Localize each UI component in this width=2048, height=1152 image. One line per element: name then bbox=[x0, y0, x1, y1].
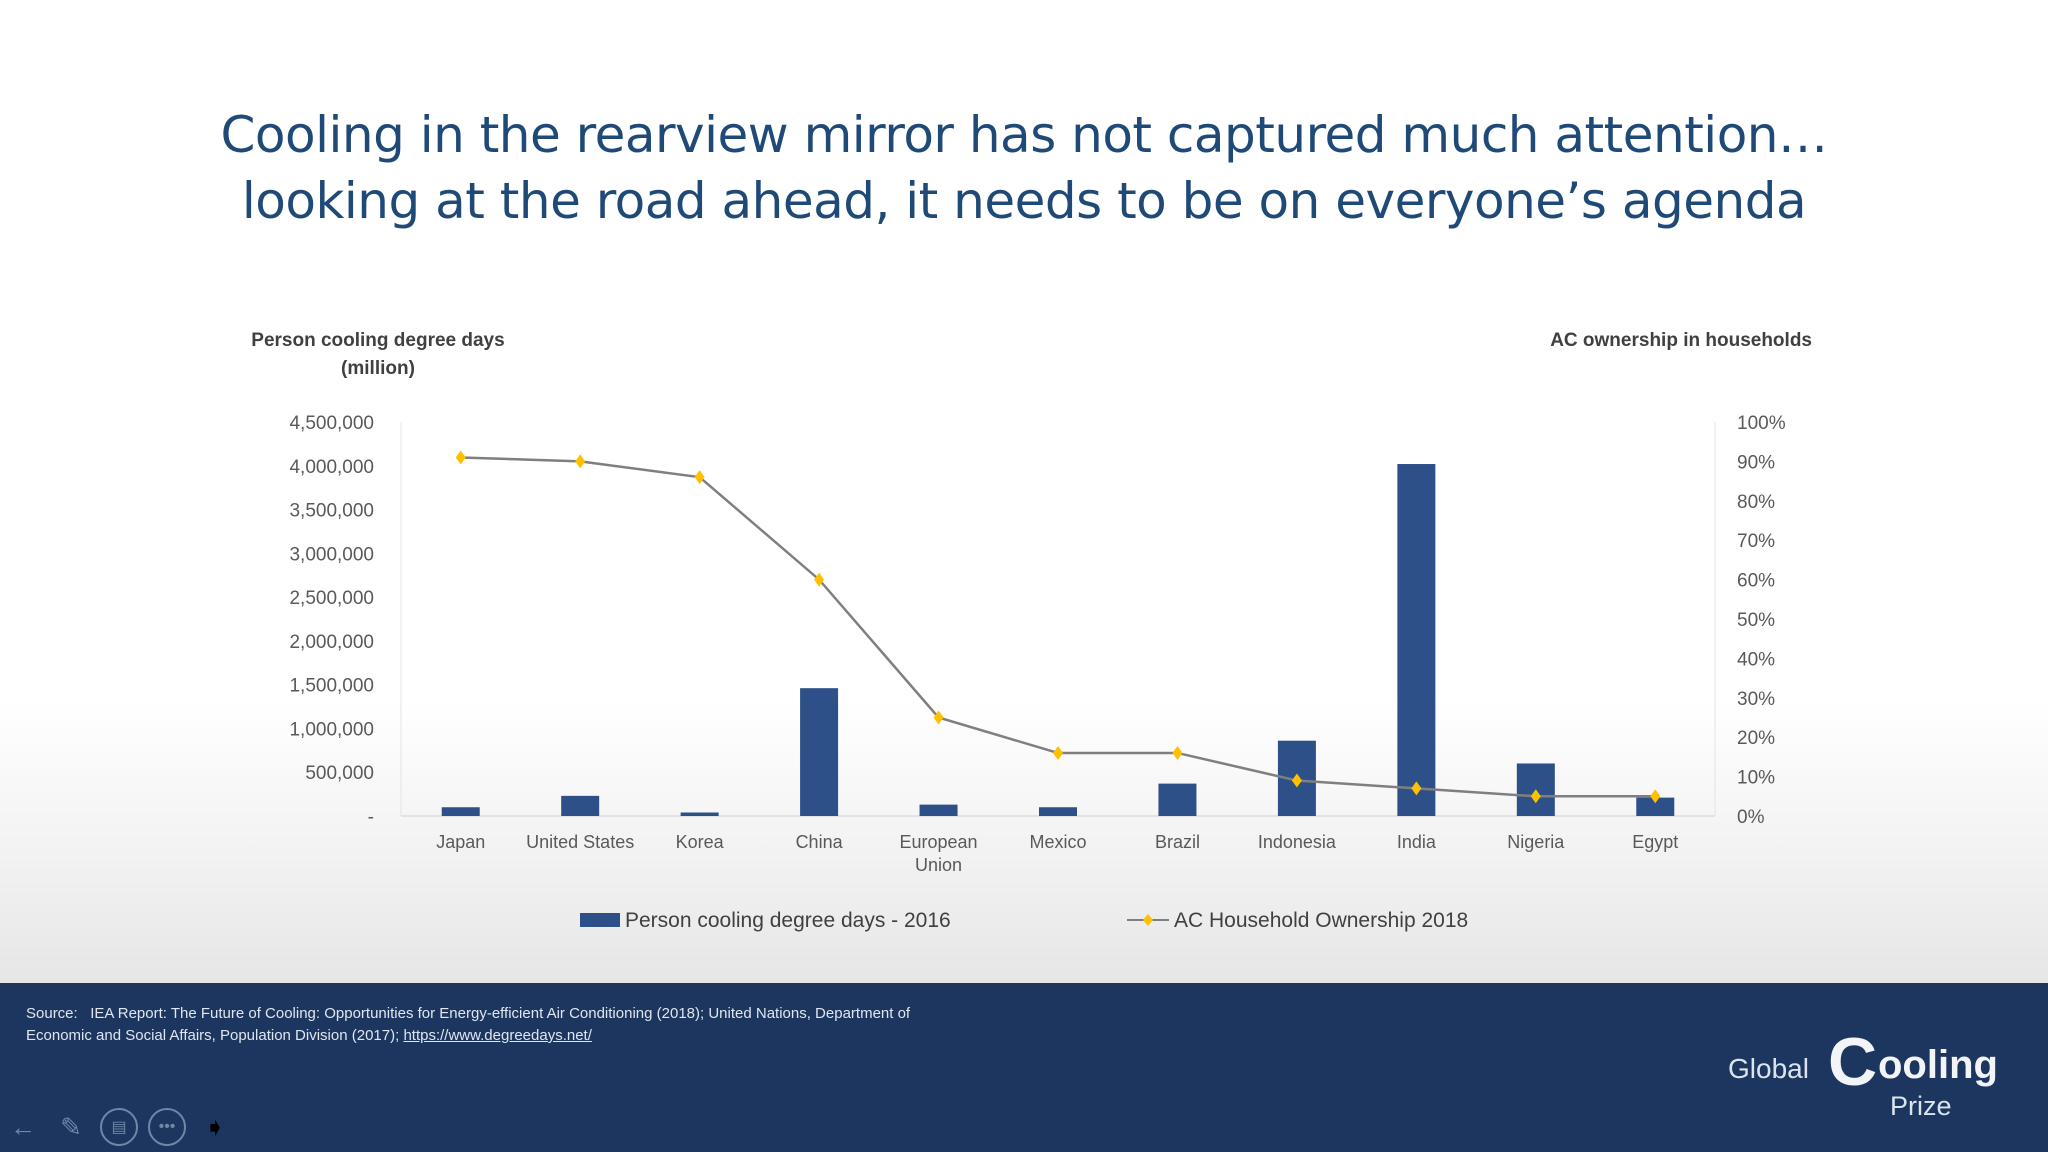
right-tick-label: 80% bbox=[1737, 492, 1775, 513]
legend-line-marker bbox=[1143, 914, 1153, 926]
bar-japan bbox=[441, 807, 480, 816]
category-label: European Union bbox=[900, 832, 978, 875]
right-tick-label: 40% bbox=[1737, 649, 1775, 670]
ownership-marker-european-union bbox=[933, 710, 944, 725]
left-tick-label: 2,500,000 bbox=[289, 588, 374, 609]
more-options-icon[interactable]: ••• bbox=[148, 1108, 186, 1146]
source-link[interactable]: https://www.degreedays.net/ bbox=[403, 1027, 592, 1044]
legend-bar-swatch bbox=[580, 913, 620, 927]
legend-bar-label: Person cooling degree days - 2016 bbox=[625, 909, 951, 932]
category-label: United States bbox=[526, 832, 634, 852]
source-note: Source: IEA Report: The Future of Coolin… bbox=[26, 1003, 926, 1047]
ownership-marker-india bbox=[1411, 781, 1422, 796]
ownership-marker-japan bbox=[455, 450, 466, 465]
left-tick-label: 1,000,000 bbox=[289, 719, 374, 740]
left-tick-label: 3,000,000 bbox=[289, 544, 374, 565]
bar-mexico bbox=[1039, 807, 1077, 816]
ownership-marker-nigeria bbox=[1530, 789, 1541, 804]
pointer-arrow-icon[interactable]: ➧ bbox=[204, 1111, 226, 1142]
bar-brazil bbox=[1158, 783, 1197, 816]
logo-ooling: ooling bbox=[1878, 1043, 1998, 1087]
footer: Source: IEA Report: The Future of Coolin… bbox=[0, 983, 2048, 1152]
category-label: Brazil bbox=[1155, 832, 1200, 852]
left-tick-label: - bbox=[368, 807, 374, 828]
ownership-marker-egypt bbox=[1650, 789, 1661, 804]
global-cooling-prize-logo: Global C ooling Prize bbox=[1728, 1023, 2008, 1123]
bar-european-union bbox=[919, 804, 958, 816]
slide-title-line2: looking at the road ahead, it needs to b… bbox=[241, 172, 1807, 230]
right-tick-label: 20% bbox=[1737, 728, 1775, 749]
right-tick-label: 70% bbox=[1737, 531, 1775, 552]
category-label: Nigeria bbox=[1507, 832, 1565, 852]
source-text: IEA Report: The Future of Cooling: Oppor… bbox=[26, 1005, 911, 1044]
ownership-line bbox=[460, 456, 1656, 798]
bar-united-states bbox=[561, 795, 600, 816]
right-tick-label: 10% bbox=[1737, 768, 1775, 789]
ownership-marker-united-states bbox=[575, 454, 586, 469]
left-tick-label: 3,500,000 bbox=[289, 501, 374, 522]
left-axis-title-line1: Person cooling degree days bbox=[251, 330, 504, 351]
back-arrow-icon[interactable]: ← bbox=[10, 1111, 36, 1142]
category-label: Japan bbox=[436, 832, 485, 852]
left-tick-label: 4,000,000 bbox=[289, 457, 374, 478]
source-label: Source: bbox=[26, 1005, 78, 1022]
right-tick-label: 100% bbox=[1737, 413, 1786, 434]
left-tick-label: 4,500,000 bbox=[289, 413, 374, 434]
left-tick-label: 2,000,000 bbox=[289, 632, 374, 653]
legend-line-label: AC Household Ownership 2018 bbox=[1174, 909, 1468, 932]
left-tick-label: 1,500,000 bbox=[289, 676, 374, 697]
logo-prize: Prize bbox=[1890, 1091, 1952, 1121]
presentation-controls: ← ✎ ▤ ••• ➧ bbox=[0, 1102, 234, 1152]
category-label: Egypt bbox=[1632, 832, 1678, 852]
ownership-marker-korea bbox=[694, 470, 705, 485]
right-tick-label: 60% bbox=[1737, 571, 1775, 592]
right-tick-label: 50% bbox=[1737, 610, 1775, 631]
ownership-marker-china bbox=[814, 572, 825, 587]
category-label: Indonesia bbox=[1258, 832, 1337, 852]
category-label: Korea bbox=[676, 832, 725, 852]
slide-title-line1: Cooling in the rearview mirror has not c… bbox=[220, 106, 1828, 164]
bar-egypt bbox=[1636, 797, 1675, 816]
logo-global: Global bbox=[1728, 1053, 1809, 1084]
slides-icon[interactable]: ▤ bbox=[100, 1108, 138, 1146]
left-tick-label: 500,000 bbox=[305, 763, 374, 784]
right-tick-label: 30% bbox=[1737, 689, 1775, 710]
bar-korea bbox=[680, 812, 719, 816]
pen-icon[interactable]: ✎ bbox=[60, 1111, 82, 1142]
right-axis-title: AC ownership in households bbox=[1550, 330, 1812, 351]
right-tick-label: 90% bbox=[1737, 452, 1775, 473]
logo-c-pin: C bbox=[1828, 1024, 1878, 1100]
ownership-marker-indonesia bbox=[1291, 773, 1302, 788]
bar-india bbox=[1397, 464, 1436, 816]
ownership-marker-mexico bbox=[1053, 745, 1063, 760]
ownership-marker-brazil bbox=[1172, 745, 1183, 760]
category-label: India bbox=[1397, 832, 1437, 852]
right-tick-label: 0% bbox=[1737, 807, 1765, 828]
category-label: Mexico bbox=[1029, 832, 1086, 852]
bar-china bbox=[800, 688, 839, 816]
chart: Person cooling degree days (million) AC … bbox=[251, 330, 1812, 932]
category-label: China bbox=[796, 832, 844, 852]
left-axis-title-line2: (million) bbox=[341, 358, 415, 379]
